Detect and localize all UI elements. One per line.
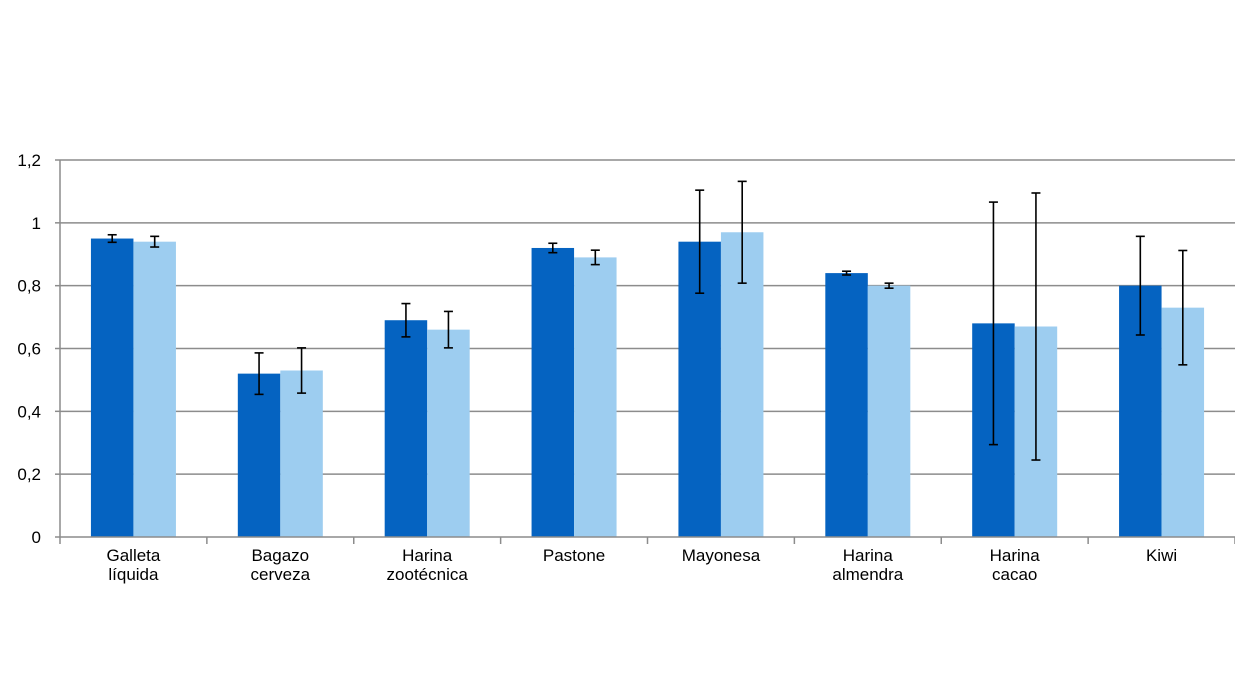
bar [384,320,428,537]
x-tick-label-line: Mayonesa [682,546,761,565]
x-tick-label: Bagazo cerveza [251,546,311,584]
x-tick-label-line: líquida [108,565,159,584]
axes [55,159,1235,544]
x-tick-label-line: Harina [843,546,894,565]
x-tick-label: Kiwi [1146,546,1177,565]
bars [90,232,1205,537]
x-tick-label: Galleta líquida [107,546,161,584]
y-tick-label: 0,8 [17,277,41,296]
x-tick-label: Pastone [543,546,605,565]
y-tick-label: 0,6 [17,340,41,359]
bar [90,238,134,537]
x-tick-label-line: Harina [990,546,1041,565]
x-tick-label-line: Harina [402,546,453,565]
x-tick-label: Harina zootécnica [387,546,469,584]
x-tick-label: Harina cacao [990,546,1041,584]
x-tick-label: Harina almendra [832,546,903,584]
labels: 0 0,2 0,4 0,6 0,8 1 1,2 Galleta líquida Bagazo cer… [17,151,1177,584]
x-tick-label-line: Galleta [107,546,161,565]
x-tick-label-line: Pastone [543,546,605,565]
bar [574,257,617,537]
x-tick-label-line: Kiwi [1146,546,1177,565]
x-tick-label-line: cacao [992,565,1037,584]
bar [531,247,575,537]
x-tick-label-line: almendra [832,565,903,584]
bar [237,373,281,537]
bar [427,329,470,537]
x-tick-label: Mayonesa [682,546,761,565]
bar [867,285,911,537]
x-tick-label-line: Bagazo [251,546,309,565]
bar [280,370,323,537]
x-tick-label-line: zootécnica [387,565,469,584]
y-tick-label: 1 [32,214,41,233]
bar [825,273,868,537]
bar [133,241,176,537]
x-tick-label-line: cerveza [251,565,311,584]
y-tick-label: 0,2 [17,465,41,484]
error-bars [107,180,1188,461]
y-tick-label: 0,4 [17,402,41,421]
gridlines [60,159,1235,475]
y-tick-label: 0 [32,528,41,547]
y-tick-label: 1,2 [17,151,41,170]
